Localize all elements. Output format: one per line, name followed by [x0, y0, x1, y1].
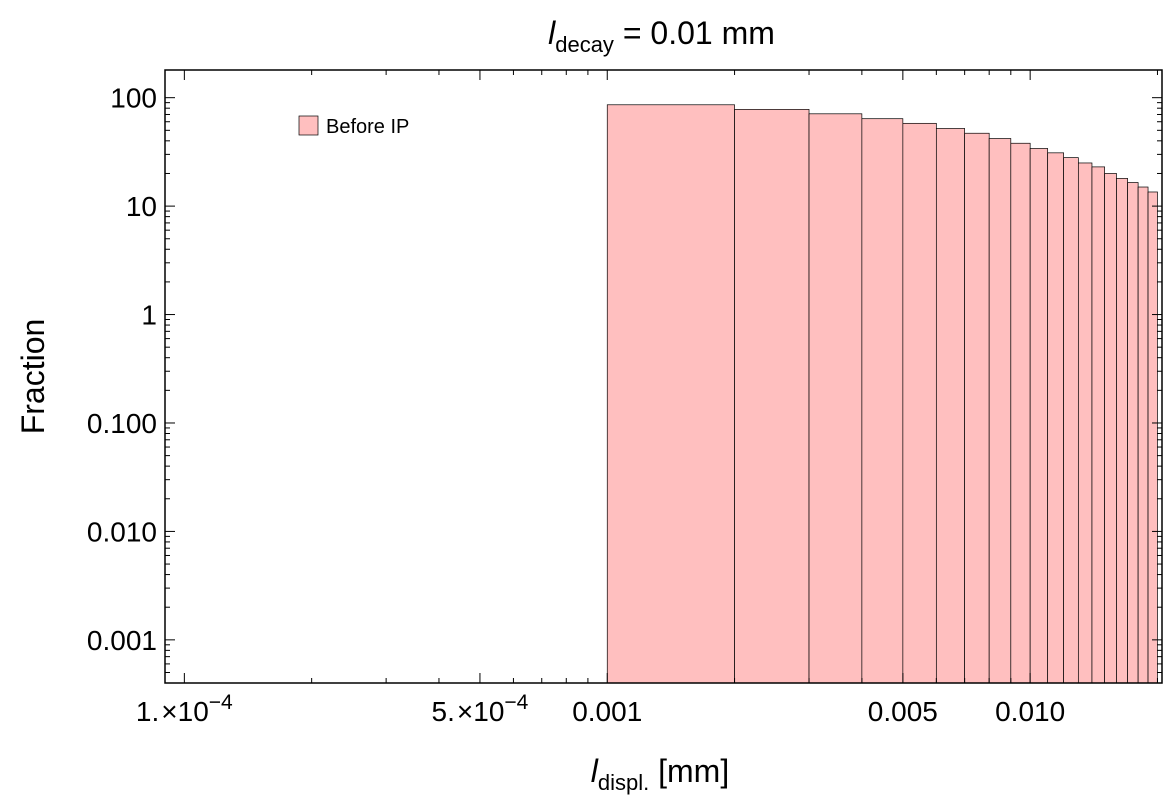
x-axis-label: ldispl. [mm]: [591, 753, 729, 795]
axis-ticks: [164, 70, 1162, 684]
histogram-bar: [902, 122, 937, 683]
chart-titles: ldecay = 0.01 mm ldispl. [mm] Fraction: [15, 15, 775, 795]
histogram-bars: [606, 104, 1158, 683]
x-tick-label: 0.001: [572, 696, 642, 727]
histogram-bar: [808, 113, 863, 683]
histogram-bar: [1137, 186, 1149, 683]
y-axis-label: Fraction: [15, 319, 51, 435]
histogram-bar: [1091, 166, 1105, 683]
legend-swatch: [298, 115, 319, 136]
histogram-bar: [1063, 157, 1079, 683]
x-tick-label: 5.×10−4: [432, 691, 529, 727]
chart-title: ldecay = 0.01 mm: [548, 15, 775, 57]
y-tick-label: 100: [110, 83, 157, 114]
y-tick-label: 0.010: [87, 516, 157, 547]
histogram-bar: [1047, 152, 1064, 683]
tick-labels: 1.×10−4 5.×10−4 0.001 0.005 0.010 100 10 1 0.100…: [87, 83, 1065, 727]
histogram-bar: [1116, 178, 1128, 683]
y-tick-label: 0.100: [87, 408, 157, 439]
histogram-bar: [861, 118, 904, 683]
y-tick-label: 0.001: [87, 625, 157, 656]
histogram-bar: [606, 104, 735, 683]
plot-frame: [164, 69, 1163, 684]
histogram-bar: [734, 109, 810, 683]
histogram-bar: [964, 132, 990, 683]
x-tick-label: 1.×10−4: [136, 691, 233, 727]
histogram-bar: [1029, 148, 1049, 683]
y-tick-label: 10: [126, 191, 157, 222]
legend: Before IP: [298, 115, 409, 138]
x-tick-label: 0.005: [868, 696, 938, 727]
histogram-bar: [988, 138, 1012, 683]
legend-label: Before IP: [326, 116, 409, 138]
histogram-bar: [1127, 182, 1139, 683]
histogram-bar: [1077, 162, 1093, 683]
y-tick-label: 1: [141, 300, 157, 331]
histogram-bar: [1147, 191, 1158, 683]
histogram-bar: [1104, 173, 1117, 683]
histogram-bar: [935, 128, 965, 683]
x-tick-label: 0.010: [995, 696, 1065, 727]
histogram-bar: [1010, 142, 1031, 683]
